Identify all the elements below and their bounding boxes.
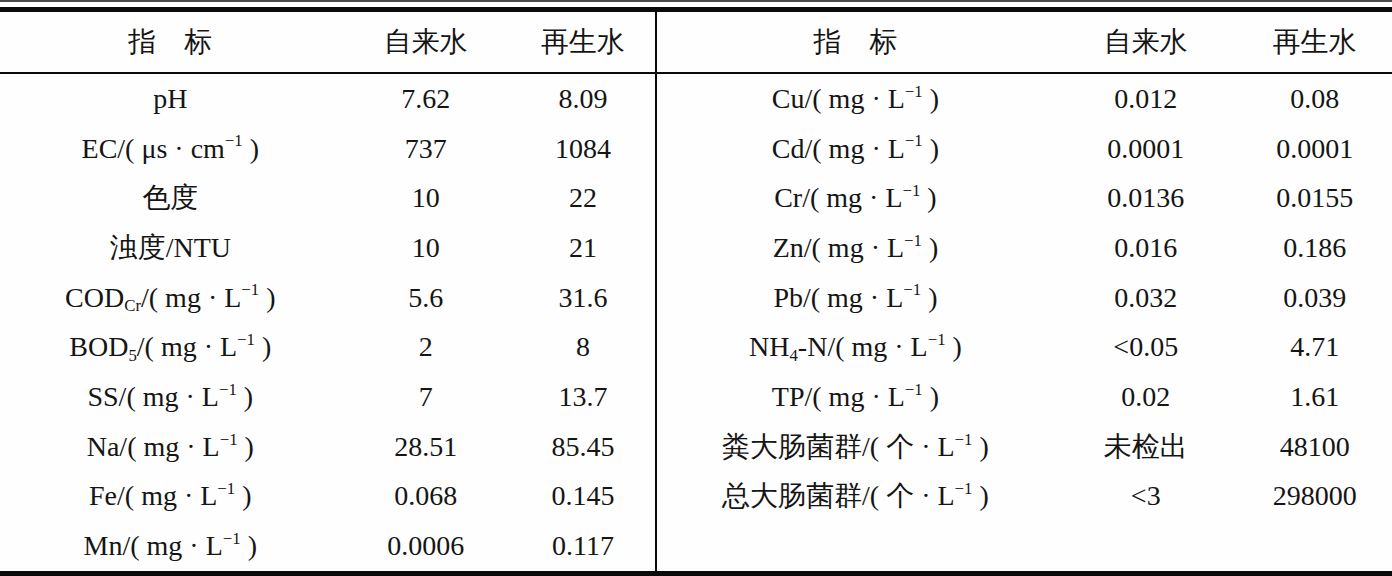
indicator-cell: CODCr/( mg · L−1 ) — [0, 282, 341, 314]
tap-water-value: 7.62 — [341, 83, 511, 115]
right-header-indicator: 指 标 — [657, 23, 1054, 61]
indicator-cell: pH — [0, 83, 341, 115]
right-panel: 指 标 自来水 再生水 Cu/( mg · L−1 )0.0120.08Cd/(… — [657, 12, 1392, 571]
reclaimed-water-value: 1.61 — [1238, 381, 1392, 413]
reclaimed-water-value: 8 — [511, 331, 655, 363]
tap-water-value: 0.068 — [341, 480, 511, 512]
reclaimed-water-value: 13.7 — [511, 381, 655, 413]
table-row: 粪大肠菌群/( 个 · L−1 )未检出48100 — [657, 422, 1392, 472]
reclaimed-water-value: 0.117 — [511, 530, 655, 562]
indicator-cell: 总大肠菌群/( 个 · L−1 ) — [657, 477, 1054, 515]
indicator-cell: NH4-N/( mg · L−1 ) — [657, 331, 1054, 363]
indicator-cell: Pb/( mg · L−1 ) — [657, 282, 1054, 314]
reclaimed-water-value: 0.145 — [511, 480, 655, 512]
table-row: 浊度/NTU1021 — [0, 223, 655, 273]
tap-water-value: 10 — [341, 232, 511, 264]
table-row: Cu/( mg · L−1 )0.0120.08 — [657, 74, 1392, 124]
table-row: CODCr/( mg · L−1 )5.631.6 — [0, 273, 655, 323]
indicator-cell: 色度 — [0, 179, 341, 217]
reclaimed-water-value: 48100 — [1238, 431, 1392, 463]
indicator-cell: Na/( mg · L−1 ) — [0, 431, 341, 463]
indicator-cell: Mn/( mg · L−1 ) — [0, 530, 341, 562]
tap-water-value: 5.6 — [341, 282, 511, 314]
reclaimed-water-value: 4.71 — [1238, 331, 1392, 363]
left-rows: pH7.628.09EC/( μs · cm−1 )7371084色度1022浊… — [0, 74, 655, 571]
table-row: 色度1022 — [0, 173, 655, 223]
reclaimed-water-value: 0.0155 — [1238, 182, 1392, 214]
tap-water-value: 0.0006 — [341, 530, 511, 562]
table-row: Mn/( mg · L−1 )0.00060.117 — [0, 521, 655, 571]
tap-water-value: 0.0001 — [1054, 133, 1238, 165]
reclaimed-water-value: 1084 — [511, 133, 655, 165]
left-header-tap-water: 自来水 — [341, 23, 511, 61]
tap-water-value: 737 — [341, 133, 511, 165]
tap-water-value: 7 — [341, 381, 511, 413]
tap-water-value: 0.012 — [1054, 83, 1238, 115]
right-header-reclaimed-water: 再生水 — [1238, 23, 1392, 61]
table-row: pH7.628.09 — [0, 74, 655, 124]
indicator-cell: SS/( mg · L−1 ) — [0, 381, 341, 413]
indicator-cell: Zn/( mg · L−1 ) — [657, 232, 1054, 264]
table-content: 指 标 自来水 再生水 pH7.628.09EC/( μs · cm−1 )73… — [0, 12, 1392, 571]
indicator-cell: TP/( mg · L−1 ) — [657, 381, 1054, 413]
left-panel: 指 标 自来水 再生水 pH7.628.09EC/( μs · cm−1 )73… — [0, 12, 657, 571]
right-rows: Cu/( mg · L−1 )0.0120.08Cd/( mg · L−1 )0… — [657, 74, 1392, 521]
reclaimed-water-value: 85.45 — [511, 431, 655, 463]
indicator-cell: Cr/( mg · L−1 ) — [657, 182, 1054, 214]
indicator-cell: Fe/( mg · L−1 ) — [0, 480, 341, 512]
left-header-reclaimed-water: 再生水 — [511, 23, 655, 61]
reclaimed-water-value: 21 — [511, 232, 655, 264]
tap-water-value: 0.02 — [1054, 381, 1238, 413]
table-row: SS/( mg · L−1 )713.7 — [0, 372, 655, 422]
reclaimed-water-value: 31.6 — [511, 282, 655, 314]
table-row: Fe/( mg · L−1 )0.0680.145 — [0, 472, 655, 522]
table-row: BOD5/( mg · L−1 )28 — [0, 322, 655, 372]
table-row: Pb/( mg · L−1 )0.0320.039 — [657, 273, 1392, 323]
left-header-row: 指 标 自来水 再生水 — [0, 12, 655, 74]
table-row: Zn/( mg · L−1 )0.0160.186 — [657, 223, 1392, 273]
table-row: Cr/( mg · L−1 )0.01360.0155 — [657, 173, 1392, 223]
tap-water-value: 0.0136 — [1054, 182, 1238, 214]
table-row: Na/( mg · L−1 )28.5185.45 — [0, 422, 655, 472]
reclaimed-water-value: 0.0001 — [1238, 133, 1392, 165]
tap-water-value: 0.032 — [1054, 282, 1238, 314]
tap-water-value: 10 — [341, 182, 511, 214]
indicator-cell: 粪大肠菌群/( 个 · L−1 ) — [657, 428, 1054, 466]
tap-water-value: 0.016 — [1054, 232, 1238, 264]
reclaimed-water-value: 298000 — [1238, 480, 1392, 512]
indicator-cell: Cd/( mg · L−1 ) — [657, 133, 1054, 165]
reclaimed-water-value: 8.09 — [511, 83, 655, 115]
indicator-cell: 浊度/NTU — [0, 229, 341, 267]
table-row: TP/( mg · L−1 )0.021.61 — [657, 372, 1392, 422]
tap-water-value: <0.05 — [1054, 331, 1238, 363]
table-row: 总大肠菌群/( 个 · L−1 )<3298000 — [657, 472, 1392, 522]
bottom-thick-rule — [0, 571, 1392, 576]
water-quality-table: 指 标 自来水 再生水 pH7.628.09EC/( μs · cm−1 )73… — [0, 0, 1392, 576]
tap-water-value: 2 — [341, 331, 511, 363]
indicator-cell: BOD5/( mg · L−1 ) — [0, 331, 341, 363]
reclaimed-water-value: 0.186 — [1238, 232, 1392, 264]
indicator-cell: Cu/( mg · L−1 ) — [657, 83, 1054, 115]
reclaimed-water-value: 0.08 — [1238, 83, 1392, 115]
right-header-tap-water: 自来水 — [1054, 23, 1238, 61]
left-header-indicator: 指 标 — [0, 23, 341, 61]
table-row: EC/( μs · cm−1 )7371084 — [0, 124, 655, 174]
table-row: Cd/( mg · L−1 )0.00010.0001 — [657, 124, 1392, 174]
tap-water-value: 28.51 — [341, 431, 511, 463]
reclaimed-water-value: 22 — [511, 182, 655, 214]
right-header-row: 指 标 自来水 再生水 — [657, 12, 1392, 74]
tap-water-value: 未检出 — [1054, 428, 1238, 466]
table-row: NH4-N/( mg · L−1 )<0.054.71 — [657, 322, 1392, 372]
indicator-cell: EC/( μs · cm−1 ) — [0, 133, 341, 165]
tap-water-value: <3 — [1054, 480, 1238, 512]
reclaimed-water-value: 0.039 — [1238, 282, 1392, 314]
